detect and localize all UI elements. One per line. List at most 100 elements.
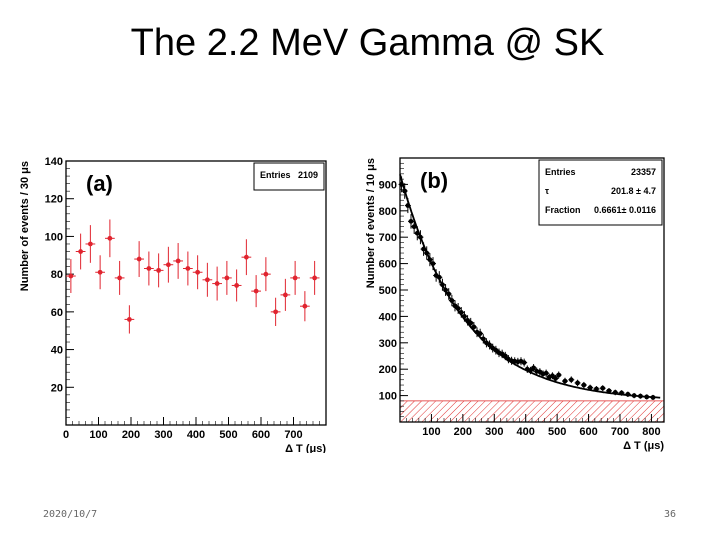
x-tick-label: 600: [579, 426, 597, 438]
y-tick-label: 100: [45, 231, 63, 243]
marker: [612, 390, 618, 395]
data-point: [270, 297, 281, 326]
marker: [414, 230, 420, 236]
marker: [650, 395, 656, 400]
marker: [575, 380, 580, 386]
y-tick-label: 900: [379, 179, 397, 191]
marker: [581, 382, 587, 388]
data-point: [436, 271, 443, 284]
x-tick-label: 200: [454, 426, 472, 438]
x-tick-label: 500: [219, 429, 237, 441]
data-point: [552, 375, 559, 382]
plot-frame: [65, 160, 327, 426]
data-point: [417, 230, 424, 245]
y-tick-label: 700: [379, 232, 397, 244]
marker: [273, 309, 279, 315]
marker: [562, 378, 568, 384]
marker: [399, 182, 404, 187]
data-point: [470, 321, 477, 332]
data-point: [163, 246, 174, 283]
data-point: [212, 266, 222, 301]
data-point: [85, 225, 96, 263]
x-tick-label: 600: [252, 429, 270, 441]
data-point: [426, 253, 433, 267]
marker: [471, 324, 477, 330]
x-tick-label: 500: [548, 426, 566, 438]
data-point: [618, 390, 625, 396]
marker: [480, 336, 486, 342]
marker: [424, 250, 430, 256]
stats-value: 2109: [298, 170, 318, 180]
marker: [165, 262, 171, 268]
data-point: [643, 394, 650, 400]
x-tick-label: 300: [485, 426, 503, 438]
data-point: [290, 260, 300, 295]
y-axis-label: Number of events / 10 μs: [365, 158, 377, 288]
marker: [468, 320, 474, 326]
x-tick-label: 0: [63, 429, 69, 441]
stats-box: [538, 159, 663, 226]
stats-box: [253, 162, 325, 191]
marker: [204, 277, 210, 283]
marker: [117, 275, 123, 281]
marker: [440, 282, 445, 288]
stats-label: τ: [545, 186, 549, 196]
x-tick-label: 800: [642, 426, 660, 438]
data-point: [66, 259, 76, 293]
marker: [594, 386, 599, 392]
x-tick-label: 400: [187, 429, 205, 441]
marker: [587, 385, 593, 391]
data-point: [439, 278, 446, 291]
marker: [543, 370, 549, 376]
data-point: [574, 379, 581, 387]
stats-value: 201.8 ± 4.7: [611, 186, 656, 196]
data-point: [502, 351, 509, 361]
x-axis-label: Δ T (μs): [285, 443, 326, 453]
marker: [458, 310, 464, 315]
data-point: [442, 284, 449, 296]
data-point: [420, 242, 427, 256]
marker: [402, 188, 408, 194]
data-point: [95, 255, 105, 290]
data-point: [423, 246, 430, 260]
data-point: [222, 260, 232, 295]
marker: [528, 368, 533, 373]
data-point: [231, 269, 242, 302]
marker: [477, 331, 483, 336]
y-tick-label: 120: [45, 194, 63, 206]
data-point: [650, 394, 656, 400]
marker: [430, 261, 436, 266]
marker: [427, 257, 433, 263]
y-tick-label: 600: [379, 259, 397, 271]
marker: [126, 317, 132, 322]
data-point: [114, 260, 125, 295]
marker: [625, 391, 631, 397]
data-point: [105, 219, 115, 258]
marker: [436, 274, 442, 280]
x-tick-label: 400: [517, 426, 535, 438]
marker: [97, 269, 103, 275]
marker: [487, 342, 492, 348]
data-point: [202, 262, 213, 297]
data-point: [144, 251, 154, 286]
marker: [462, 314, 467, 319]
data-point: [624, 391, 631, 397]
marker: [302, 303, 308, 309]
data-point: [241, 239, 252, 276]
chart-b: 100 200 300 400 500 600 700 800 900 100 200 300 400 5…: [365, 157, 665, 452]
marker: [175, 258, 181, 264]
footer-page-number: 36: [664, 509, 677, 520]
y-axis-label: Number of events / 30 μs: [19, 161, 31, 291]
marker: [644, 394, 650, 400]
marker: [214, 281, 220, 286]
marker: [455, 306, 461, 311]
data-point: [587, 384, 594, 391]
x-tick-label: 300: [154, 429, 172, 441]
data-point: [411, 219, 418, 234]
marker: [156, 267, 162, 273]
data-point: [461, 311, 468, 322]
y-tick-label: 400: [379, 311, 397, 323]
x-tick-label: 100: [89, 429, 107, 441]
marker: [550, 373, 555, 379]
data-point: [398, 176, 405, 193]
